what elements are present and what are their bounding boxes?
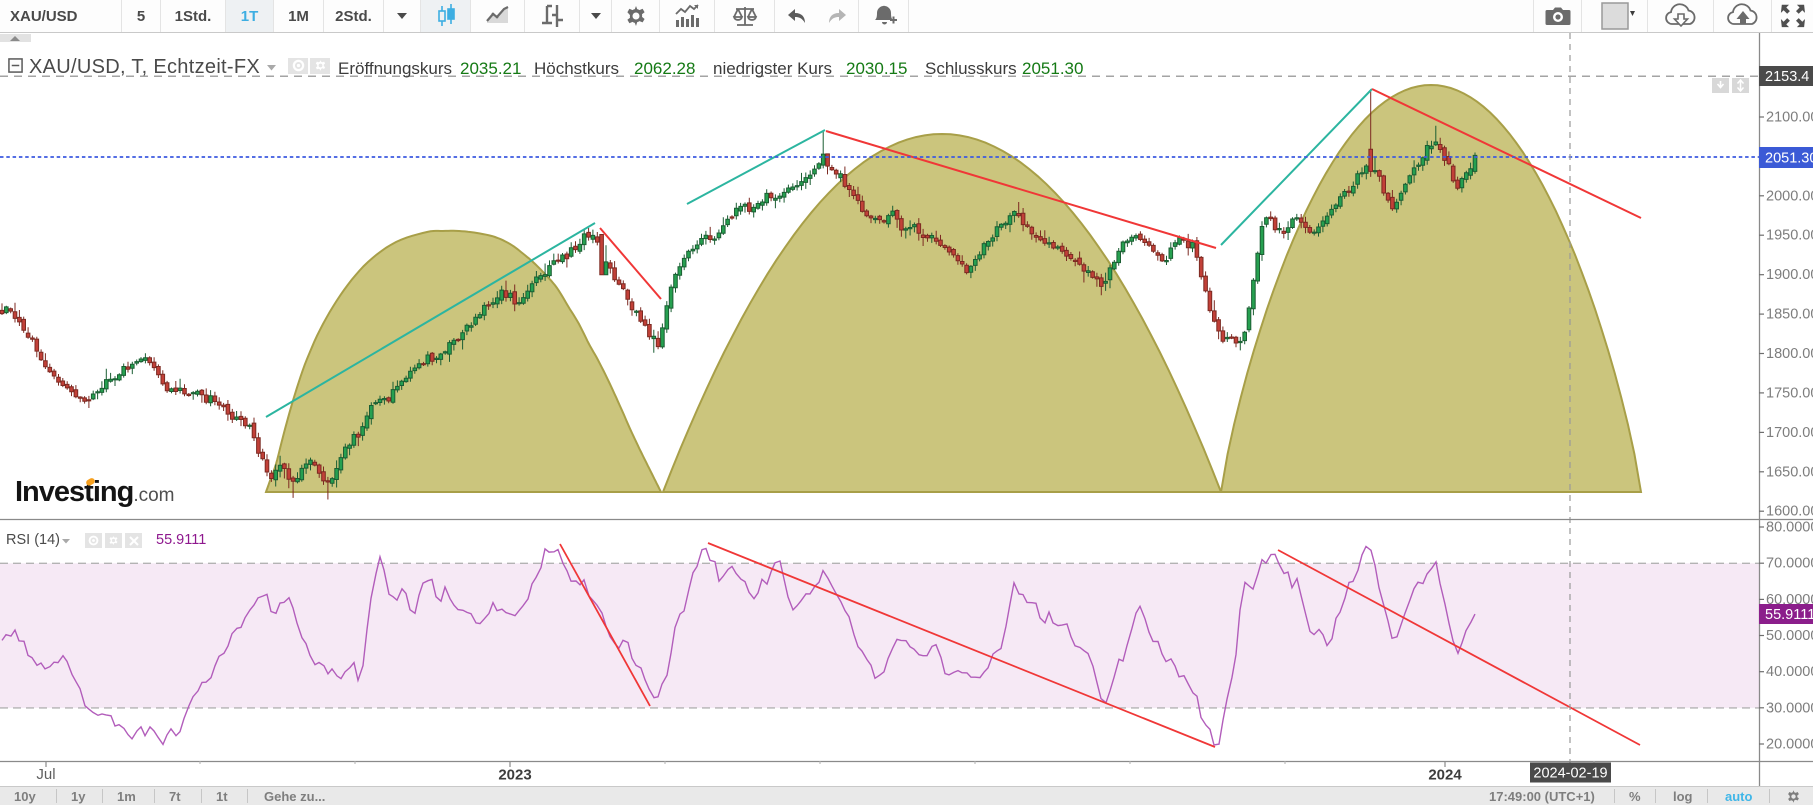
svg-text:2051.30: 2051.30 [1765, 151, 1813, 167]
svg-text:30.0000: 30.0000 [1766, 700, 1813, 716]
svg-text:55.9111: 55.9111 [1765, 607, 1813, 623]
svg-text:1850.00: 1850.00 [1766, 307, 1813, 323]
svg-text:1650.00: 1650.00 [1766, 464, 1813, 480]
svg-text:70.0000: 70.0000 [1766, 556, 1813, 572]
svg-text:60.0000: 60.0000 [1766, 592, 1813, 608]
svg-text:2100.00: 2100.00 [1766, 110, 1813, 126]
svg-text:2000.00: 2000.00 [1766, 188, 1813, 204]
svg-text:50.0000: 50.0000 [1766, 628, 1813, 644]
svg-text:20.0000: 20.0000 [1766, 737, 1813, 753]
svg-text:2023: 2023 [498, 767, 531, 784]
svg-text:1900.00: 1900.00 [1766, 267, 1813, 283]
svg-text:80.0000: 80.0000 [1766, 520, 1813, 536]
svg-text:1700.00: 1700.00 [1766, 425, 1813, 441]
svg-text:1600.00: 1600.00 [1766, 504, 1813, 520]
svg-text:Jul: Jul [36, 766, 55, 783]
svg-text:1750.00: 1750.00 [1766, 385, 1813, 401]
svg-text:1950.00: 1950.00 [1766, 228, 1813, 244]
svg-text:2024-02-19: 2024-02-19 [1533, 766, 1607, 782]
svg-text:40.0000: 40.0000 [1766, 664, 1813, 680]
svg-text:1800.00: 1800.00 [1766, 346, 1813, 362]
svg-text:2153.4: 2153.4 [1765, 69, 1809, 85]
svg-text:2024: 2024 [1428, 767, 1462, 784]
